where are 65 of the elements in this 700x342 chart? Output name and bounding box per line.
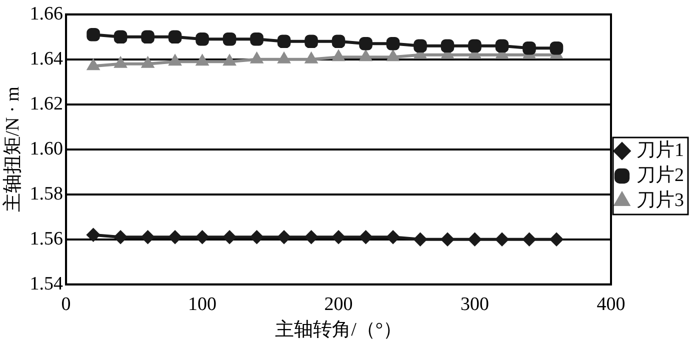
point	[360, 50, 372, 62]
point	[359, 37, 372, 50]
point	[386, 230, 400, 244]
point	[332, 34, 346, 48]
point	[168, 30, 182, 44]
y-tick-label: 1.58	[30, 183, 64, 204]
point	[250, 52, 263, 64]
y-tick-label: 1.54	[30, 273, 64, 294]
point	[114, 230, 128, 244]
point	[414, 232, 427, 246]
point	[332, 230, 346, 244]
point	[86, 28, 100, 42]
point	[304, 230, 318, 244]
point	[496, 232, 509, 246]
point	[359, 230, 372, 244]
legend-label: 刀片2	[636, 164, 684, 186]
x-tick-label: 200	[324, 294, 353, 315]
point	[441, 232, 454, 246]
x-tick-label: 400	[596, 294, 626, 315]
point	[386, 37, 400, 50]
point	[550, 232, 564, 246]
y-tick-label: 1.62	[30, 93, 64, 114]
point	[142, 57, 154, 68]
point	[440, 39, 454, 53]
point	[304, 34, 318, 48]
point	[414, 39, 427, 53]
x-axis-title: 主轴转角/（°）	[275, 318, 402, 341]
x-tick-label: 300	[460, 294, 490, 315]
point	[495, 39, 509, 53]
x-tick-label: 0	[61, 294, 71, 315]
point	[277, 34, 291, 48]
y-tick-label: 1.66	[30, 3, 64, 24]
point	[522, 42, 536, 55]
point	[522, 232, 536, 246]
point	[332, 50, 344, 62]
point	[196, 55, 208, 66]
point	[86, 228, 100, 242]
point	[278, 230, 291, 244]
point	[224, 55, 236, 66]
x-tick-label: 100	[188, 294, 217, 315]
legend-label: 刀片1	[636, 140, 684, 161]
y-tick-label: 1.64	[30, 48, 64, 70]
point	[222, 32, 236, 46]
point	[114, 30, 128, 44]
legend-label: 刀片3	[636, 190, 684, 211]
y-tick-label: 1.60	[30, 138, 64, 160]
y-tick-label: 1.56	[30, 228, 64, 250]
point	[168, 230, 182, 244]
point	[114, 57, 126, 68]
point	[468, 232, 482, 246]
point	[250, 32, 264, 46]
point	[196, 32, 209, 46]
point	[223, 230, 236, 244]
point	[305, 52, 318, 64]
point	[278, 52, 290, 64]
point	[387, 50, 399, 62]
point	[550, 42, 564, 55]
point	[468, 39, 482, 53]
y-axis-title: 主轴扭矩/N · m	[1, 86, 24, 212]
point	[141, 230, 154, 244]
point	[196, 230, 209, 244]
point	[169, 55, 181, 66]
point	[141, 30, 154, 44]
point	[87, 60, 100, 70]
point	[250, 230, 264, 244]
